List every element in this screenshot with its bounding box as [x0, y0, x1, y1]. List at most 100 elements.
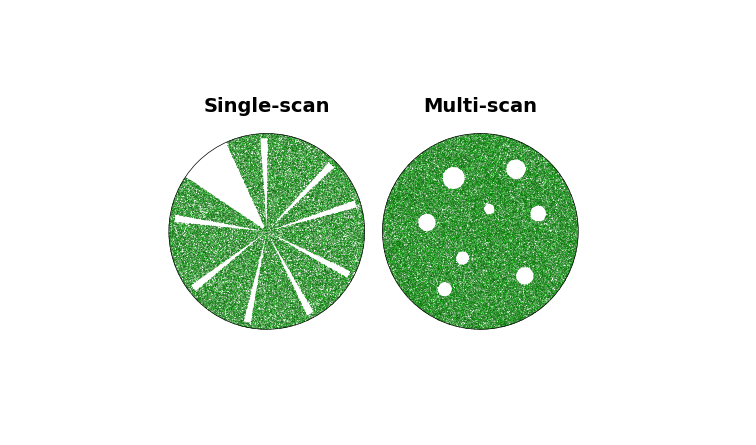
Point	[430, 171, 442, 178]
Point	[325, 221, 337, 228]
Point	[398, 233, 410, 240]
Point	[200, 233, 212, 240]
Point	[567, 217, 579, 224]
Point	[554, 212, 566, 219]
Point	[200, 188, 212, 195]
Point	[499, 318, 511, 325]
Point	[290, 135, 302, 142]
Point	[422, 152, 434, 159]
Point	[510, 188, 522, 195]
Point	[557, 237, 569, 244]
Point	[234, 148, 246, 155]
Point	[287, 283, 299, 290]
Point	[221, 292, 233, 299]
Point	[253, 291, 265, 298]
Point	[333, 241, 345, 248]
Point	[256, 166, 268, 174]
Point	[227, 144, 239, 151]
Point	[460, 271, 472, 278]
Point	[188, 267, 200, 275]
Point	[311, 293, 324, 300]
Point	[183, 193, 195, 200]
Point	[385, 194, 397, 201]
Point	[469, 254, 482, 261]
Point	[337, 175, 349, 182]
Point	[355, 235, 367, 242]
Point	[441, 306, 453, 313]
Point	[477, 313, 489, 320]
Point	[459, 299, 471, 306]
Point	[235, 252, 247, 259]
Point	[427, 299, 439, 306]
Point	[405, 271, 417, 278]
Point	[503, 152, 515, 159]
Point	[329, 159, 341, 166]
Point	[455, 276, 467, 283]
Point	[489, 226, 501, 233]
Point	[344, 264, 356, 271]
Point	[334, 254, 346, 261]
Point	[415, 234, 427, 241]
Point	[217, 237, 229, 244]
Point	[446, 233, 458, 240]
Point	[488, 154, 500, 162]
Point	[456, 212, 468, 219]
Point	[525, 183, 538, 190]
Point	[501, 177, 513, 184]
Point	[466, 250, 478, 257]
Point	[404, 267, 416, 274]
Point	[346, 270, 358, 277]
Point	[469, 271, 481, 278]
Point	[510, 179, 522, 186]
Point	[457, 142, 469, 149]
Point	[542, 278, 554, 285]
Point	[553, 194, 565, 201]
Point	[333, 282, 345, 289]
Point	[542, 269, 554, 276]
Point	[407, 177, 419, 184]
Point	[237, 171, 249, 178]
Point	[319, 174, 331, 181]
Point	[356, 211, 368, 218]
Point	[466, 265, 478, 272]
Point	[305, 302, 317, 309]
Point	[535, 242, 547, 249]
Point	[406, 272, 418, 279]
Point	[201, 246, 213, 253]
Point	[330, 290, 342, 297]
Point	[485, 295, 497, 302]
Point	[344, 222, 356, 229]
Point	[415, 152, 427, 159]
Point	[524, 302, 536, 309]
Point	[432, 190, 444, 197]
Point	[413, 173, 425, 180]
Point	[441, 295, 453, 302]
Point	[495, 157, 507, 164]
Point	[428, 147, 440, 154]
Point	[554, 233, 566, 240]
Point	[190, 208, 202, 215]
Point	[462, 161, 474, 168]
Point	[196, 231, 208, 238]
Point	[253, 230, 265, 237]
Point	[268, 243, 280, 250]
Point	[293, 168, 305, 175]
Point	[211, 305, 223, 312]
Point	[293, 315, 305, 322]
Point	[316, 178, 328, 185]
Point	[435, 297, 447, 304]
Point	[176, 227, 188, 235]
Point	[493, 237, 505, 244]
Point	[433, 251, 445, 258]
Point	[487, 324, 499, 331]
Point	[401, 225, 414, 232]
Point	[404, 179, 417, 186]
Point	[549, 227, 561, 234]
Point	[229, 150, 241, 157]
Point	[214, 271, 226, 279]
Point	[205, 280, 217, 287]
Point	[463, 295, 476, 302]
Point	[482, 218, 494, 225]
Point	[554, 217, 566, 224]
Point	[488, 310, 500, 317]
